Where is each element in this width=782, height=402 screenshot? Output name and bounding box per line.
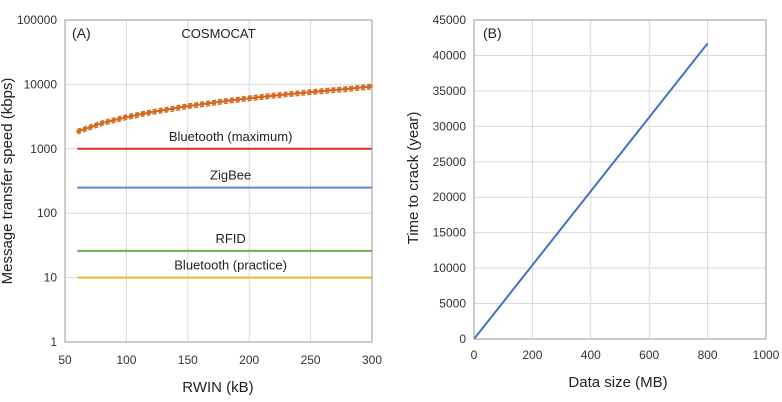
panel-b: 0 200 400 600 800 1000 0 5000 10000 15000 20000 25… [405,13,780,391]
data-point-cosmocat [100,121,104,125]
panel-a-y-tick-label: 1 [50,335,57,349]
panel-b-plot-frame [473,19,767,340]
panel-a-y-tick-label: 10 [44,271,58,285]
panel-a-y-tick-labels: 1 10 100 1000 10000 100000 [17,13,57,349]
panel-a-label: (A) [72,25,91,41]
panel-b-y-tick-label: 30000 [433,119,467,133]
panel-a-y-tick-label: 10000 [24,77,58,91]
panel-a-y-axis-label: Message transfer speed (kbps) [0,78,16,285]
panel-b-x-tick-label: 400 [581,348,601,362]
data-point-cosmocat [223,99,226,103]
panel-b-y-tick-label: 0 [459,332,466,346]
series-line-cosmocat [77,83,373,131]
panel-b-x-tick-label: 200 [522,348,542,362]
series-label-cosmocat: COSMOCAT [181,26,255,41]
series-label-bluetooth-maximum: Bluetooth (maximum) [169,129,293,144]
panel-b-y-axis-label: Time to crack (year) [405,112,422,245]
series-label-zigbee: ZigBee [210,168,251,183]
panel-b-y-tick-label: 10000 [433,261,467,275]
panel-a-series [76,83,374,279]
panel-a: 50 100 150 200 250 300 110100100010000100000 … [0,13,382,396]
panel-a-annotations: COSMOCAT Bluetooth (maximum) ZigBee RFID Blu… [169,26,293,273]
panel-b-y-tick-label: 5000 [439,297,466,311]
panel-b-y-tick-labels: 0 5000 10000 15000 20000 25000 30000 35000 40000… [433,13,467,346]
panel-a-x-tick-label: 200 [239,353,259,367]
panel-a-x-tick-label: 250 [301,353,321,367]
panel-b-y-tick-label: 20000 [433,190,467,204]
data-point-cosmocat [309,90,312,94]
series-label-bluetooth-practice: Bluetooth (practice) [174,258,287,273]
data-point-cosmocat [346,87,349,91]
panel-b-y-tick-label: 15000 [433,226,467,240]
panel-b-y-tick-label: 40000 [433,48,467,62]
series-line-cosmocat [77,88,373,135]
panel-b-grid [473,19,767,340]
panel-b-x-tick-label: 1000 [753,348,780,362]
data-point-cosmocat [149,111,153,114]
series-line-time-to-crack [473,42,709,340]
panel-b-x-tick-label: 800 [698,348,718,362]
data-point-cosmocat [76,130,79,133]
panel-a-x-tick-labels: 50 100 150 200 250 300 [58,353,382,367]
panel-b-x-tick-labels: 0 200 400 600 800 1000 [471,348,780,362]
panel-a-x-tick-label: 300 [362,353,382,367]
panel-b-x-tick-label: 0 [471,348,478,362]
panel-a-y-tick-label: 100 [37,206,57,220]
panel-b-series [473,42,709,340]
panel-a-y-tick-label: 100000 [17,13,57,27]
panel-b-y-tick-label: 45000 [433,13,467,27]
data-point-cosmocat [125,115,128,119]
panel-a-x-tick-label: 100 [116,353,136,367]
panel-b-y-tick-label: 35000 [433,84,467,98]
data-point-cosmocat [186,104,189,108]
panel-a-y-tick-label: 1000 [30,142,57,156]
panel-a-x-tick-label: 50 [58,353,72,367]
series-line-cosmocat [77,86,373,134]
panel-b-y-tick-label: 25000 [433,155,467,169]
panel-b-label: (B) [483,25,502,41]
data-point-cosmocat [248,97,251,100]
panel-b-x-tick-label: 600 [639,348,659,362]
series-label-rfid: RFID [215,231,245,246]
panel-a-x-tick-label: 150 [178,353,198,367]
panel-b-x-axis-label: Data size (MB) [568,374,667,391]
data-point-cosmocat [272,94,275,97]
panel-a-x-axis-label: RWIN (kB) [182,379,253,396]
panel-a-plot-frame [64,19,373,343]
